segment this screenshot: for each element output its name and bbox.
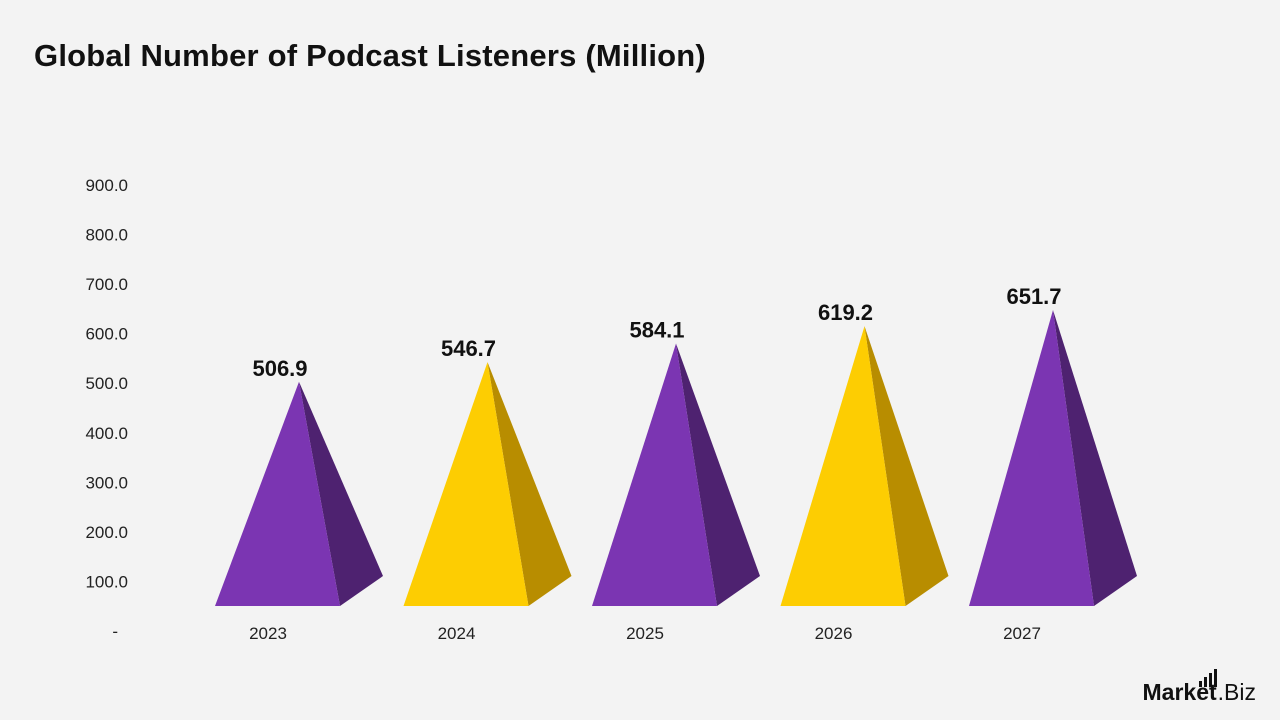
pyramid-front-face	[592, 343, 717, 606]
pyramid-side-face	[1053, 310, 1137, 606]
logo-bars-icon	[1198, 669, 1217, 687]
y-tick-label: 500.0	[85, 374, 128, 393]
y-tick-label: 100.0	[85, 572, 128, 591]
pyramid-bar	[592, 343, 760, 606]
y-tick-label: 300.0	[85, 473, 128, 492]
x-tick-label: 2023	[249, 624, 287, 643]
pyramid-bar	[780, 326, 949, 606]
data-label: 506.9	[252, 356, 307, 381]
pyramid-side-face	[676, 343, 760, 606]
y-tick-label: 400.0	[85, 424, 128, 443]
x-tick-label: 2025	[626, 624, 664, 643]
pyramid-front-face	[780, 326, 906, 606]
pyramid-side-face	[487, 362, 572, 606]
pyramid-front-face	[215, 381, 340, 606]
pyramid-bar	[403, 362, 572, 606]
y-tick-label: 900.0	[85, 176, 128, 195]
pyramid-bar	[215, 381, 383, 606]
chart-title: Global Number of Podcast Listeners (Mill…	[34, 38, 706, 73]
y-tick-label: 800.0	[85, 226, 128, 245]
data-label: 651.7	[1006, 284, 1061, 309]
pyramid-side-face	[299, 381, 383, 606]
x-tick-label: 2026	[815, 624, 853, 643]
pyramid-front-face	[969, 310, 1094, 606]
x-tick-label: 2027	[1003, 624, 1041, 643]
data-label: 546.7	[441, 336, 496, 361]
pyramid-side-face	[864, 326, 949, 606]
marketbiz-logo: Market .Biz	[1143, 669, 1256, 706]
y-tick-label: -	[112, 622, 118, 641]
x-tick-label: 2024	[438, 624, 476, 643]
y-tick-label: 200.0	[85, 523, 128, 542]
y-tick-label: 700.0	[85, 275, 128, 294]
y-tick-label: 600.0	[85, 325, 128, 344]
data-label: 619.2	[818, 300, 873, 325]
data-label: 584.1	[629, 318, 684, 343]
pyramid-bar	[969, 310, 1137, 606]
logo-text-biz: .Biz	[1217, 679, 1256, 705]
pyramid-front-face	[403, 362, 529, 606]
